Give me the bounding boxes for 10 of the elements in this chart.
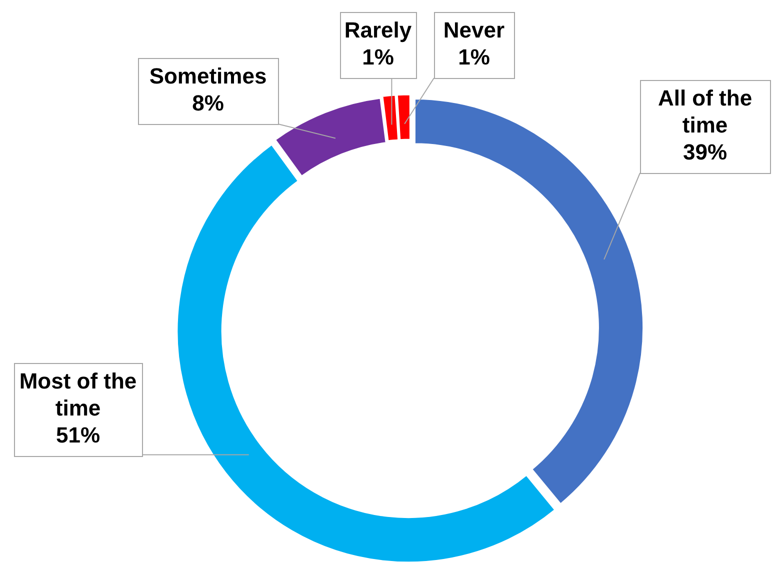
slice-label: Most of the time	[19, 368, 137, 421]
data-label: 1%	[362, 44, 394, 70]
data-label: 8%	[192, 90, 224, 116]
slice-label: Rarely	[344, 18, 412, 43]
slice-label: All of the time	[658, 86, 752, 138]
slice-label: Never	[443, 18, 506, 43]
slice-label: Sometimes	[149, 64, 267, 89]
data-label: 1%	[458, 44, 490, 70]
data-label: 39%	[682, 140, 728, 165]
data-label: 51%	[56, 422, 100, 448]
